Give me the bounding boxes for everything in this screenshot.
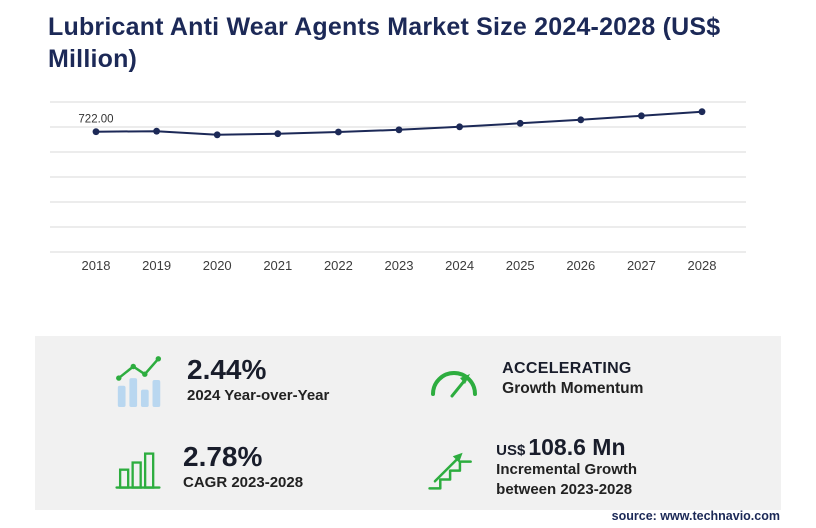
stat-momentum: ACCELERATING Growth Momentum bbox=[378, 336, 781, 423]
stat-cagr: 2.78% CAGR 2023-2028 bbox=[35, 423, 378, 510]
incremental-label: Incremental Growth between 2023-2028 bbox=[496, 461, 638, 498]
market-size-chart: 722.00 2018 2019 2020 2021 2022 2023 2024 2025 20… bbox=[50, 96, 752, 276]
yoy-value: 2.44% bbox=[187, 353, 267, 385]
svg-text:2020: 2020 bbox=[203, 258, 232, 273]
market-line-chart: 722.00 2018 2019 2020 2021 2022 2023 2024 2025 20… bbox=[50, 101, 746, 273]
speedometer-icon bbox=[426, 358, 482, 402]
yoy-label: 2024 Year-over-Year bbox=[187, 386, 330, 404]
cagr-value: 2.78% bbox=[183, 440, 263, 472]
momentum-label: Growth Momentum bbox=[502, 379, 644, 397]
incremental-currency: US$ bbox=[496, 441, 526, 459]
stats-panel: 2.44% 2024 Year-over-Year ACCELERATING G… bbox=[35, 336, 781, 510]
momentum-value: ACCELERATING bbox=[502, 360, 632, 378]
svg-text:2018: 2018 bbox=[82, 258, 111, 273]
source-credit: source: www.technavio.com bbox=[611, 509, 780, 523]
step-growth-icon bbox=[426, 442, 476, 492]
svg-text:722.00: 722.00 bbox=[78, 114, 113, 126]
incremental-amount: 108.6 Mn bbox=[528, 433, 626, 460]
stat-incremental-growth: US$ 108.6 Mn Incremental Growth between 2… bbox=[378, 423, 781, 510]
svg-text:2025: 2025 bbox=[506, 258, 535, 273]
svg-text:2019: 2019 bbox=[142, 258, 171, 273]
incremental-value: US$ 108.6 Mn bbox=[496, 434, 637, 460]
svg-text:2026: 2026 bbox=[566, 258, 595, 273]
svg-text:2028: 2028 bbox=[688, 258, 717, 273]
svg-text:2024: 2024 bbox=[445, 258, 474, 273]
bar-growth-icon bbox=[113, 442, 163, 492]
page-title: Lubricant Anti Wear Agents Market Size 2… bbox=[48, 13, 721, 73]
cagr-label: CAGR 2023-2028 bbox=[183, 473, 304, 491]
svg-text:2027: 2027 bbox=[627, 258, 656, 273]
svg-text:2022: 2022 bbox=[324, 258, 353, 273]
stat-yoy: 2.44% 2024 Year-over-Year bbox=[35, 336, 378, 423]
svg-text:2023: 2023 bbox=[385, 258, 414, 273]
svg-text:2021: 2021 bbox=[263, 258, 292, 273]
bar-trend-icon bbox=[113, 353, 167, 407]
